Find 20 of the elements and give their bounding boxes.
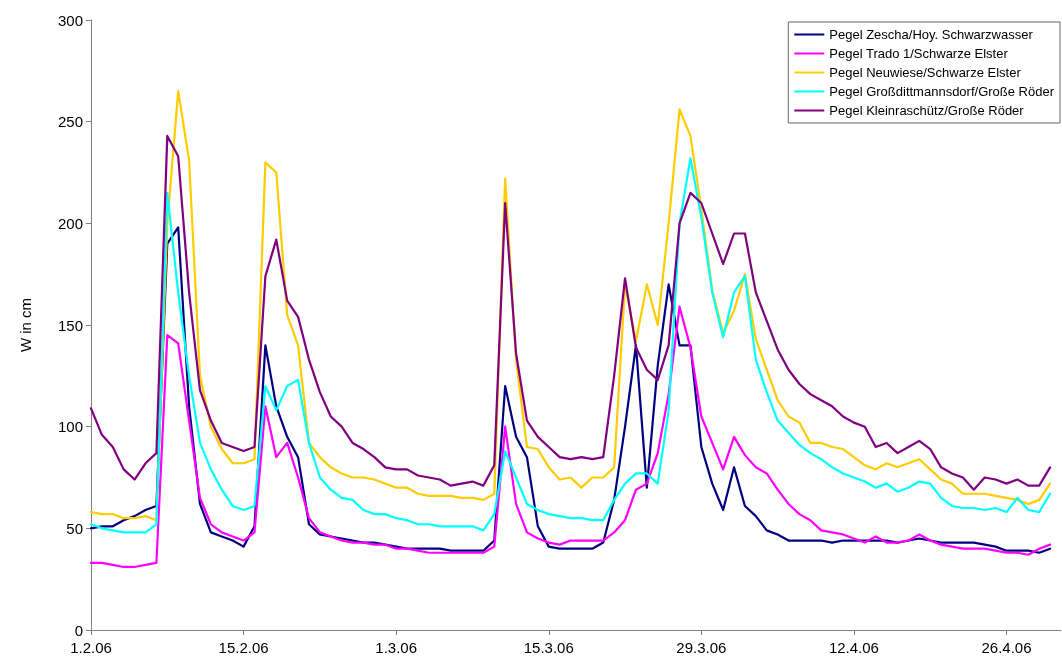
- y-tick-label: 100: [57, 418, 83, 436]
- y-tick-label: 150: [57, 316, 83, 334]
- legend-label: Pegel Kleinraschütz/Große Röder: [829, 103, 1025, 118]
- x-tick-label: 15.3.06: [523, 639, 574, 656]
- legend-label: Pegel Zescha/Hoy. Schwarzwasser: [829, 27, 1034, 42]
- legend-label: Pegel Großdittmannsdorf/Große Röder: [829, 84, 1055, 99]
- y-tick-label: 0: [74, 621, 83, 639]
- y-axis-title: W in cm: [17, 297, 34, 353]
- x-tick-label: 1.2.06: [70, 639, 112, 656]
- x-tick-label: 1.3.06: [375, 639, 418, 656]
- y-tick-label: 300: [57, 11, 83, 29]
- y-tick-label: 250: [57, 113, 83, 131]
- legend-label: Pegel Neuwiese/Schwarze Elster: [829, 65, 1022, 80]
- x-tick-label: 12.4.06: [828, 639, 879, 656]
- legend-label: Pegel Trado 1/Schwarze Elster: [829, 46, 1009, 61]
- x-tick-label: 26.4.06: [981, 639, 1032, 656]
- x-tick-label: 15.2.06: [218, 639, 269, 656]
- y-tick-label: 200: [57, 214, 83, 232]
- y-tick-label: 50: [66, 519, 83, 537]
- x-tick-label: 29.3.06: [676, 639, 727, 656]
